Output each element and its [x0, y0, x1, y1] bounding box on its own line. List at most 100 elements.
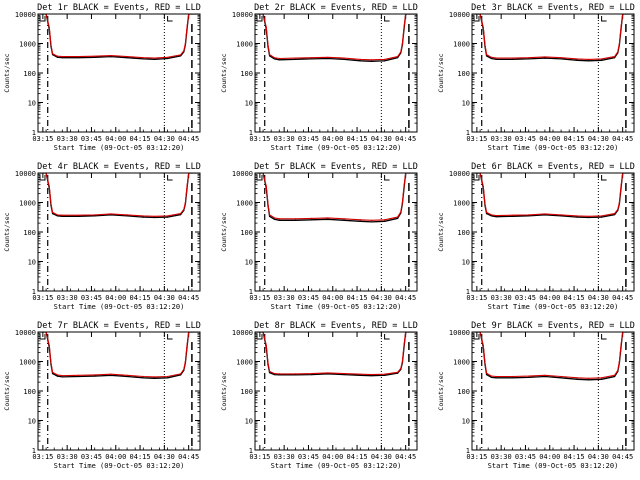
x-tick-label: 03:45: [81, 135, 102, 143]
lld-data-point: [48, 344, 50, 347]
lld-data-point: [400, 51, 402, 53]
y-tick-label: 1: [466, 129, 470, 137]
events-data-point: [110, 214, 112, 216]
x-tick-label: 04:30: [371, 294, 392, 302]
lld-data-point: [576, 377, 578, 379]
y-tick-label: 100: [457, 229, 470, 237]
x-tick-label: 03:45: [81, 453, 102, 461]
panel-title: Det 3r BLACK = Events, RED = LLD: [471, 3, 635, 13]
events-data-point: [142, 377, 144, 379]
lld-data-point: [184, 42, 187, 45]
y-tick-label: 1000: [19, 41, 36, 49]
lld-data-point: [94, 374, 96, 376]
y-tick-label: 100: [240, 229, 253, 237]
x-tick-label: 04:30: [154, 135, 175, 143]
lld-series-line: [255, 14, 417, 61]
lld-data-point: [401, 360, 404, 363]
y-tick-label: 10: [245, 418, 253, 426]
x-tick-label: 03:45: [298, 453, 319, 461]
events-data-point: [528, 215, 530, 217]
x-tick-label: 03:45: [298, 294, 319, 302]
x-tick-label: 03:15: [466, 453, 487, 461]
lld-data-point: [267, 362, 269, 364]
panel-title: Det 7r BLACK = Events, RED = LLD: [37, 321, 201, 331]
x-axis-label: Start Time (09-Oct-05 03:12:20): [488, 303, 619, 311]
x-tick-label: 04:30: [154, 294, 175, 302]
y-tick-label: 1000: [453, 41, 470, 49]
events-series-line: [38, 14, 200, 61]
events-data-point: [371, 375, 373, 377]
x-tick-label: 04:00: [539, 453, 560, 461]
lld-data-point: [273, 217, 276, 219]
events-data-point: [311, 58, 313, 60]
y-tick-label: 1: [249, 447, 253, 455]
detector-panel: Det 8r BLACK = Events, RED = LLD Counts/s…: [220, 321, 418, 470]
events-data-point: [576, 378, 578, 380]
events-data-point: [278, 219, 280, 221]
lld-data-point: [576, 58, 578, 60]
events-data-point: [511, 58, 514, 60]
detector-panel: Det 4r BLACK = Events, RED = LLD Counts/s…: [3, 162, 201, 311]
lld-data-point: [294, 218, 297, 220]
x-tick-label: 04:15: [347, 453, 368, 461]
lld-data-point: [618, 42, 621, 45]
x-tick-label: 04:30: [588, 453, 609, 461]
events-series-line: [472, 173, 634, 219]
start-bracket: [473, 16, 480, 22]
events-data-point: [94, 56, 96, 58]
lld-series-line: [38, 332, 200, 378]
y-tick-label: 10000: [15, 170, 36, 178]
y-tick-label: 100: [457, 388, 470, 396]
x-tick-label: 03:30: [491, 453, 512, 461]
lld-data-point: [126, 214, 128, 216]
detector-panel: Det 7r BLACK = Events, RED = LLD Counts/s…: [3, 321, 201, 470]
y-axis-label: Counts/sec: [3, 212, 11, 251]
x-tick-label: 04:45: [612, 453, 633, 461]
x-tick-label: 03:30: [491, 135, 512, 143]
detector-panel: Det 6r BLACK = Events, RED = LLD Counts/s…: [437, 162, 635, 311]
events-data-point: [142, 216, 144, 218]
events-data-point: [268, 215, 271, 217]
lld-series-line: [472, 332, 634, 379]
lld-data-point: [184, 360, 187, 363]
x-tick-label: 04:00: [539, 294, 560, 302]
x-tick-label: 03:15: [249, 453, 270, 461]
events-data-point: [154, 58, 156, 60]
curves: [255, 173, 417, 223]
lld-data-point: [544, 56, 546, 58]
lld-data-point: [186, 185, 188, 188]
y-tick-label: 10: [28, 100, 36, 108]
x-tick-label: 04:15: [564, 453, 585, 461]
y-tick-label: 1000: [236, 41, 253, 49]
x-tick-label: 04:45: [612, 294, 633, 302]
x-tick-label: 03:45: [515, 135, 536, 143]
lld-data-point: [50, 44, 52, 46]
events-data-point: [359, 60, 361, 62]
y-tick-label: 10: [462, 100, 470, 108]
x-axis-label: Start Time (09-Oct-05 03:12:20): [271, 303, 402, 311]
lld-data-point: [311, 57, 313, 59]
detector-panel: Det 9r BLACK = Events, RED = LLD Counts/s…: [437, 321, 635, 470]
events-data-point: [126, 57, 128, 59]
events-data-point: [327, 218, 329, 220]
lld-data-point: [278, 373, 280, 375]
events-data-point: [528, 376, 530, 378]
lld-data-point: [51, 371, 54, 373]
x-tick-label: 03:15: [466, 135, 487, 143]
y-tick-label: 1: [466, 288, 470, 296]
events-data-point: [179, 374, 182, 376]
lld-data-point: [183, 208, 185, 211]
y-tick-label: 1000: [236, 359, 253, 367]
start-bracket: [473, 334, 480, 340]
x-tick-label: 03:30: [274, 135, 295, 143]
events-data-point: [126, 215, 128, 217]
plot-frame: [254, 13, 418, 133]
plot-frame: [37, 13, 201, 133]
events-data-point: [490, 57, 493, 60]
lld-data-point: [154, 57, 156, 59]
lld-data-point: [588, 215, 590, 217]
events-data-point: [601, 378, 603, 380]
events-data-point: [495, 58, 497, 60]
lld-data-point: [56, 214, 59, 216]
y-axis-label: Counts/sec: [220, 371, 228, 410]
